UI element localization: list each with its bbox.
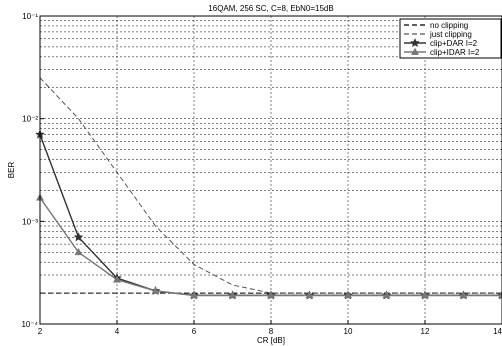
- series-just-clipping: [39, 77, 502, 294]
- data-point: [74, 247, 83, 256]
- y-tick-label: 10⁻¹: [22, 12, 38, 21]
- data-point: [112, 275, 122, 283]
- x-tick-label: 2: [38, 327, 43, 336]
- y-tick-label: 10⁻³: [22, 217, 38, 226]
- data-point: [266, 291, 276, 299]
- data-point: [228, 291, 237, 299]
- x-tick-label: 8: [269, 327, 274, 336]
- series-clip-idar-i-2: [35, 193, 502, 299]
- legend-entry: no clipping: [430, 21, 468, 30]
- data-point: [151, 286, 160, 294]
- data-point: [305, 291, 314, 299]
- data-point: [343, 291, 353, 299]
- y-tick-label: 10⁻²: [22, 115, 38, 124]
- series-line: [39, 77, 502, 294]
- grid: [39, 16, 502, 325]
- data-point: [459, 291, 468, 299]
- legend-entry: just clipping: [429, 30, 472, 39]
- y-axis-ticks: 10⁻¹ 10⁻² 10⁻³ 10⁻⁴: [21, 12, 44, 329]
- data-point: [497, 291, 502, 299]
- data-point: [189, 291, 199, 299]
- legend-entry: clip+IDAR I=2: [430, 48, 480, 57]
- y-tick-label: 10⁻⁴: [21, 320, 38, 329]
- x-tick-label: 10: [344, 327, 353, 336]
- data-point: [382, 291, 391, 299]
- x-tick-label: 4: [115, 327, 120, 336]
- series-line: [39, 134, 502, 297]
- x-axis-ticks: 2 4 6 8 10 12 14: [38, 320, 502, 336]
- data-point: [420, 291, 430, 299]
- x-tick-label: 12: [421, 327, 430, 336]
- data-point: [73, 232, 84, 242]
- legend-marker: [410, 37, 420, 48]
- x-axis-label: CR [dB]: [257, 336, 285, 345]
- x-tick-label: 14: [493, 327, 502, 336]
- chart-title: 16QAM, 256 SC, C=8, EbN0=15dB: [208, 4, 333, 13]
- series-layer: [35, 77, 502, 300]
- x-tick-label: 6: [192, 327, 197, 336]
- series-clip-dar-i-2: [35, 129, 502, 300]
- legend-entry: clip+DAR I=2: [430, 39, 478, 48]
- y-axis-label: BER: [7, 162, 16, 179]
- legend-marker: [410, 47, 420, 55]
